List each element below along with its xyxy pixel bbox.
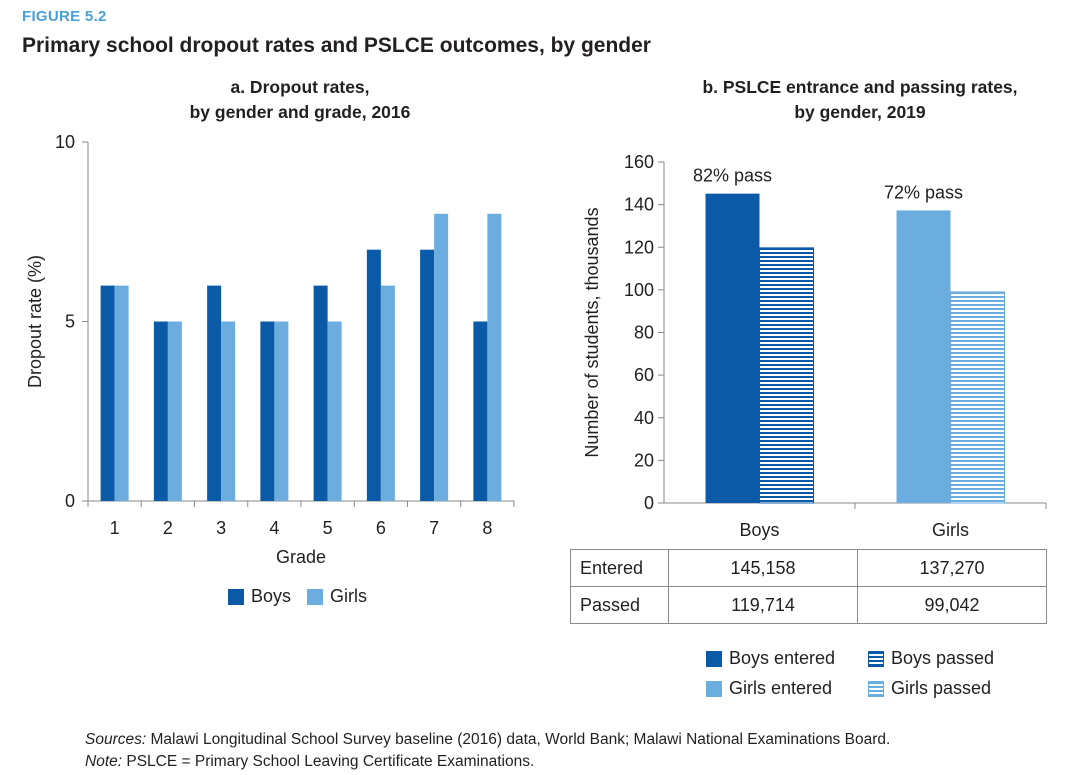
legend-girls-swatch	[307, 588, 324, 605]
bar-boys-grade-6	[366, 249, 381, 501]
y-tick-label: 100	[624, 280, 654, 300]
table-row-label: Passed	[570, 586, 669, 624]
bar-boys-grade-4	[260, 321, 275, 501]
legend-girls-entered-swatch	[706, 680, 722, 697]
y-tick-label: 0	[644, 493, 654, 513]
y-tick-label: 20	[634, 450, 654, 470]
bar-girls-grade-7	[434, 213, 449, 502]
legend-boys-entered-label: Boys entered	[729, 648, 836, 668]
panel-a-title-line2: by gender and grade, 2016	[189, 102, 411, 122]
y-tick-label: 10	[55, 132, 75, 152]
legend-girls-label: Girls	[330, 586, 368, 606]
bar-girls-entered	[896, 210, 951, 504]
x-tick-label: 5	[323, 518, 333, 538]
y-tick-label: 120	[624, 237, 654, 257]
table-cell: 137,270	[857, 549, 1047, 587]
legend-boys-entered-swatch	[706, 650, 722, 667]
y-tick-label: 60	[634, 365, 654, 385]
y-tick-label: 160	[624, 152, 654, 172]
x-tick-label: 4	[269, 518, 279, 538]
x-tick-label: 6	[376, 518, 386, 538]
legend-boys-swatch	[228, 588, 244, 605]
table-cell: 99,042	[857, 586, 1047, 624]
bar-boys-grade-7	[420, 249, 435, 501]
legend-girls-entered: Girls entered	[706, 678, 832, 699]
y-axis-label: Dropout rate (%)	[25, 255, 45, 388]
bar-girls-grade-8	[487, 213, 502, 502]
legend-boys-entered: Boys entered	[706, 648, 835, 669]
note-label: Note:	[85, 753, 123, 770]
abbreviation-note: Note: PSLCE = Primary School Leaving Cer…	[85, 753, 534, 771]
y-tick-label: 40	[634, 408, 654, 428]
bar-boys-grade-3	[207, 285, 222, 501]
y-tick-label: 5	[65, 312, 75, 332]
panel-b-title-line2: by gender, 2019	[794, 102, 926, 122]
panel-b-title: b. PSLCE entrance and passing rates, by …	[620, 75, 1068, 125]
panel-a-legend: Boys Girls	[228, 586, 367, 607]
legend-boys-passed-swatch	[868, 650, 884, 667]
table-row-label: Entered	[570, 549, 669, 587]
y-tick-label: 140	[624, 195, 654, 215]
bar-girls-passed	[950, 291, 1005, 504]
bar-girls-grade-1	[114, 285, 129, 501]
x-axis-label: Grade	[276, 547, 326, 567]
x-tick-label: Boys	[739, 520, 779, 540]
bar-boys-entered	[705, 193, 760, 503]
panel-b-title-line1: b. PSLCE entrance and passing rates,	[702, 77, 1018, 97]
x-tick-label: 3	[216, 518, 226, 538]
panel-a-title: a. Dropout rates, by gender and grade, 2…	[90, 75, 510, 125]
sources-label: Sources:	[85, 731, 147, 748]
table-row: Entered 145,158 137,270	[570, 549, 1047, 587]
bar-boys-grade-1	[100, 285, 115, 501]
sources-note: Sources: Malawi Longitudinal School Surv…	[85, 731, 890, 749]
legend-girls-passed-swatch	[868, 680, 884, 697]
bar-boys-grade-8	[473, 321, 488, 501]
figure-label: FIGURE 5.2	[22, 8, 107, 25]
panel-a-title-line1: a. Dropout rates,	[230, 77, 370, 97]
bar-girls-grade-2	[167, 321, 182, 501]
legend-boys-label: Boys	[251, 586, 292, 606]
note-text: PSLCE = Primary School Leaving Certifica…	[122, 753, 535, 770]
x-tick-label: 8	[482, 518, 492, 538]
sources-text: Malawi Longitudinal School Survey baseli…	[146, 731, 891, 748]
x-tick-label: 1	[110, 518, 120, 538]
bar-boys-grade-2	[153, 321, 168, 501]
table-cell: 119,714	[668, 586, 858, 624]
bar-girls-grade-4	[274, 321, 289, 501]
legend-girls-passed-label: Girls passed	[891, 678, 992, 698]
x-tick-label: 7	[429, 518, 439, 538]
legend-girls-passed: Girls passed	[868, 678, 991, 699]
table-row: Passed 119,714 99,042	[570, 586, 1047, 624]
x-tick-label: 2	[163, 518, 173, 538]
legend-boys-passed-label: Boys passed	[891, 648, 995, 668]
legend-girls-entered-label: Girls entered	[729, 678, 833, 698]
bar-boys-grade-5	[313, 285, 328, 501]
table-cell: 145,158	[668, 549, 858, 587]
bar-girls-grade-5	[327, 321, 342, 501]
legend-boys-passed: Boys passed	[868, 648, 994, 669]
y-axis-label: Number of students, thousands	[582, 207, 602, 457]
x-tick-label: Girls	[932, 520, 969, 540]
bar-girls-grade-6	[380, 285, 395, 501]
pass-rate-annotation: 82% pass	[693, 166, 772, 186]
y-tick-label: 0	[65, 491, 75, 511]
figure-title: Primary school dropout rates and PSLCE o…	[22, 34, 651, 57]
bar-boys-passed	[759, 247, 814, 504]
pass-rate-annotation: 72% pass	[884, 182, 963, 202]
pslce-table: Entered 145,158 137,270 Passed 119,714 9…	[570, 549, 1047, 624]
bar-girls-grade-3	[221, 321, 236, 501]
y-tick-label: 80	[634, 323, 654, 343]
